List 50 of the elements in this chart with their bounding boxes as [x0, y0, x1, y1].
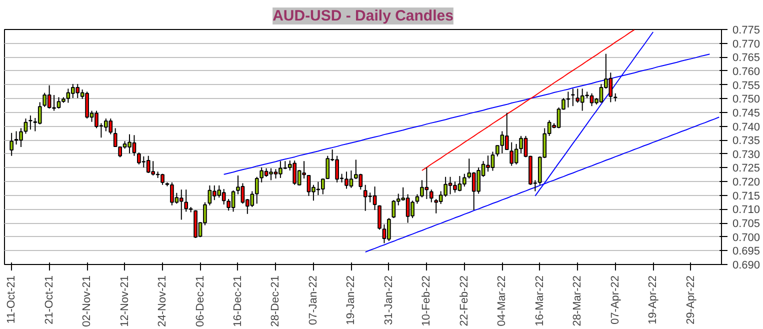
x-tick-label: 16-Dec-21 — [232, 276, 244, 327]
y-tick-label: 0.750 — [732, 94, 760, 106]
candlestick — [434, 198, 438, 214]
y-tick-label: 0.770 — [732, 38, 760, 50]
y-tick-label: 0.740 — [732, 121, 760, 134]
candlestick — [10, 132, 14, 156]
y-tick-label: 0.720 — [732, 176, 760, 189]
candlestick — [570, 88, 575, 107]
x-tick-label: 10-Feb-22 — [420, 275, 433, 326]
line-series — [421, 30, 635, 171]
y-tick-label: 0.745 — [732, 107, 760, 120]
y-tick-label: 0.725 — [732, 162, 760, 175]
x-tick-label: 28-Mar-22 — [572, 275, 584, 326]
x-tick-label: 06-Dec-21 — [194, 276, 206, 327]
x-tick-label: 31-Jan-22 — [382, 275, 395, 326]
x-tick-label: 07-Apr-22 — [609, 275, 622, 324]
candlestick — [179, 189, 184, 220]
y-tick-label: 0.715 — [732, 190, 760, 202]
x-tick-label: 07-Jan-22 — [307, 275, 320, 326]
y-tick-label: 0.765 — [732, 52, 760, 64]
y-tick-label: 0.775 — [732, 24, 760, 36]
candlestick — [429, 189, 434, 203]
x-tick-label: 28-Dec-21 — [270, 276, 282, 327]
y-tick-label: 0.705 — [732, 218, 760, 230]
candlestick — [42, 92, 47, 108]
x-tick-label: 29-Apr-22 — [684, 275, 697, 324]
y-tick-label: 0.700 — [732, 232, 760, 244]
candlestick — [28, 114, 32, 130]
chart-title: AUD-USD - Daily Candles — [272, 8, 454, 24]
y-tick-label: 0.730 — [732, 148, 760, 161]
x-tick-label: 21-Oct-21 — [43, 275, 56, 324]
x-tick-label: 16-Mar-22 — [534, 275, 546, 326]
x-tick-label: 19-Apr-22 — [647, 275, 660, 324]
y-tick-label: 0.695 — [732, 246, 760, 258]
candlestick — [184, 189, 188, 212]
x-tick-label: 24-Nov-21 — [156, 276, 169, 327]
x-tick-label: 22-Feb-22 — [458, 275, 470, 326]
y-tick-label: 0.690 — [732, 260, 760, 272]
y-tick-label: 0.760 — [732, 66, 760, 78]
y-tick-label: 0.755 — [732, 80, 760, 92]
y-tick-label: 0.710 — [732, 204, 760, 216]
x-tick-label: 19-Jan-22 — [345, 275, 358, 326]
y-tick-label: 0.735 — [732, 135, 760, 148]
x-tick-label: 04-Mar-22 — [496, 275, 508, 326]
candlestick — [254, 176, 259, 204]
candlestick — [24, 118, 28, 134]
candlestick — [510, 142, 514, 166]
x-tick-label: 12-Nov-21 — [118, 276, 131, 327]
x-tick-label: 11-Oct-21 — [6, 276, 18, 324]
x-tick-label: 02-Nov-21 — [81, 276, 94, 327]
